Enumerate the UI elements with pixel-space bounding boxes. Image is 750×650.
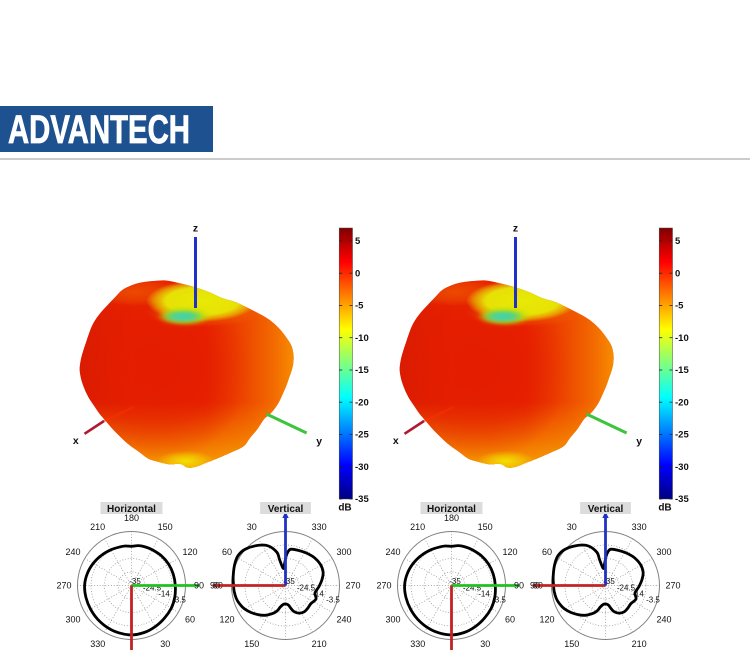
svg-text:-35: -35 xyxy=(283,577,295,586)
svg-text:30: 30 xyxy=(160,639,170,649)
svg-text:5: 5 xyxy=(355,236,361,247)
svg-text:-35: -35 xyxy=(129,577,141,586)
svg-text:-3.5: -3.5 xyxy=(326,595,340,604)
svg-text:60: 60 xyxy=(222,547,232,557)
svg-text:330: 330 xyxy=(90,639,105,649)
svg-text:120: 120 xyxy=(219,614,234,624)
svg-text:Horizontal: Horizontal xyxy=(107,504,156,515)
svg-text:x: x xyxy=(73,435,79,447)
svg-text:90: 90 xyxy=(210,581,220,591)
svg-text:150: 150 xyxy=(158,522,173,532)
svg-text:300: 300 xyxy=(336,547,351,557)
svg-text:y: y xyxy=(316,436,322,448)
svg-text:-5: -5 xyxy=(355,301,364,312)
svg-text:90: 90 xyxy=(194,581,204,591)
svg-text:Vertical: Vertical xyxy=(268,504,304,515)
svg-text:-20: -20 xyxy=(355,397,369,408)
svg-text:270: 270 xyxy=(56,581,71,591)
svg-text:240: 240 xyxy=(336,614,351,624)
svg-text:-3.5: -3.5 xyxy=(172,595,186,604)
svg-text:30: 30 xyxy=(247,522,257,532)
svg-text:-35: -35 xyxy=(355,494,369,505)
svg-text:300: 300 xyxy=(65,614,80,624)
svg-text:120: 120 xyxy=(182,547,197,557)
svg-text:-25: -25 xyxy=(355,430,369,441)
svg-text:-24.5: -24.5 xyxy=(297,583,316,592)
svg-text:150: 150 xyxy=(244,639,259,649)
svg-text:dB: dB xyxy=(338,503,351,514)
svg-text:0: 0 xyxy=(355,268,360,279)
svg-text:-24.5: -24.5 xyxy=(143,583,162,592)
svg-text:-30: -30 xyxy=(355,462,369,473)
svg-text:60: 60 xyxy=(185,614,195,624)
svg-text:330: 330 xyxy=(312,522,327,532)
svg-text:180: 180 xyxy=(124,513,139,523)
svg-text:240: 240 xyxy=(65,547,80,557)
svg-text:-14: -14 xyxy=(312,589,324,598)
svg-text:-10: -10 xyxy=(355,333,369,344)
svg-text:-15: -15 xyxy=(355,365,369,376)
svg-text:210: 210 xyxy=(312,639,327,649)
svg-text:z: z xyxy=(193,223,198,235)
svg-text:210: 210 xyxy=(90,522,105,532)
svg-text:-14: -14 xyxy=(158,589,170,598)
svg-text:270: 270 xyxy=(345,581,360,591)
svg-text:ADVANTECH: ADVANTECH xyxy=(8,108,190,152)
